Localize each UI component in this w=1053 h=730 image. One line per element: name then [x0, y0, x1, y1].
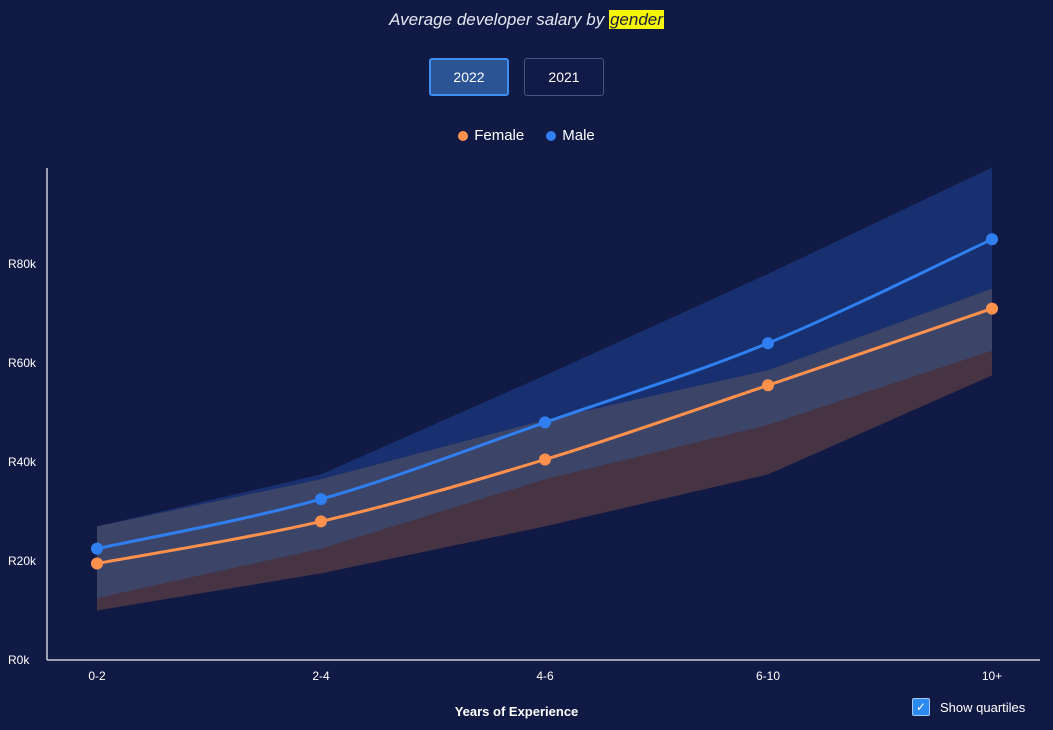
- x-tick-label: 6-10: [756, 669, 780, 683]
- chart-title-prefix: Average developer salary by: [389, 10, 605, 29]
- legend: Female Male: [0, 127, 1053, 144]
- female-dot-icon: [458, 130, 469, 141]
- show-quartiles-toggle[interactable]: ✓ Show quartiles: [912, 698, 1025, 716]
- female-data-point: [91, 557, 103, 570]
- legend-item-male[interactable]: Male: [546, 127, 595, 144]
- y-tick-label: R0k: [8, 653, 30, 667]
- legend-male-label: Male: [562, 127, 595, 144]
- x-tick-label: 2-4: [312, 669, 330, 683]
- male-data-point: [762, 337, 774, 350]
- male-data-point: [91, 542, 103, 555]
- female-data-point: [539, 453, 551, 466]
- female-data-point: [315, 515, 327, 528]
- legend-female-label: Female: [474, 127, 525, 144]
- male-data-point: [539, 416, 551, 429]
- x-axis-title: Years of Experience: [454, 704, 579, 719]
- male-data-point: [986, 233, 998, 246]
- y-tick-label: R60k: [8, 356, 37, 370]
- male-dot-icon: [546, 130, 557, 141]
- year-2021-button[interactable]: 2021: [524, 58, 604, 96]
- legend-item-female[interactable]: Female: [458, 127, 524, 144]
- female-data-point: [762, 379, 774, 392]
- y-tick-label: R40k: [8, 455, 37, 469]
- chart-title: Average developer salary by gender: [0, 10, 1053, 30]
- y-tick-label: R80k: [8, 257, 37, 271]
- male-data-point: [315, 493, 327, 506]
- quartiles-checkbox[interactable]: ✓: [912, 698, 930, 716]
- y-tick-label: R20k: [8, 554, 37, 568]
- x-tick-label: 10+: [982, 669, 1002, 683]
- female-data-point: [986, 302, 998, 315]
- chart-title-highlight: gender: [608, 10, 664, 29]
- x-tick-label: 4-6: [536, 669, 554, 683]
- show-quartiles-label: Show quartiles: [940, 699, 1026, 715]
- x-tick-label: 0-2: [88, 669, 106, 683]
- year-2022-button[interactable]: 2022: [429, 58, 509, 96]
